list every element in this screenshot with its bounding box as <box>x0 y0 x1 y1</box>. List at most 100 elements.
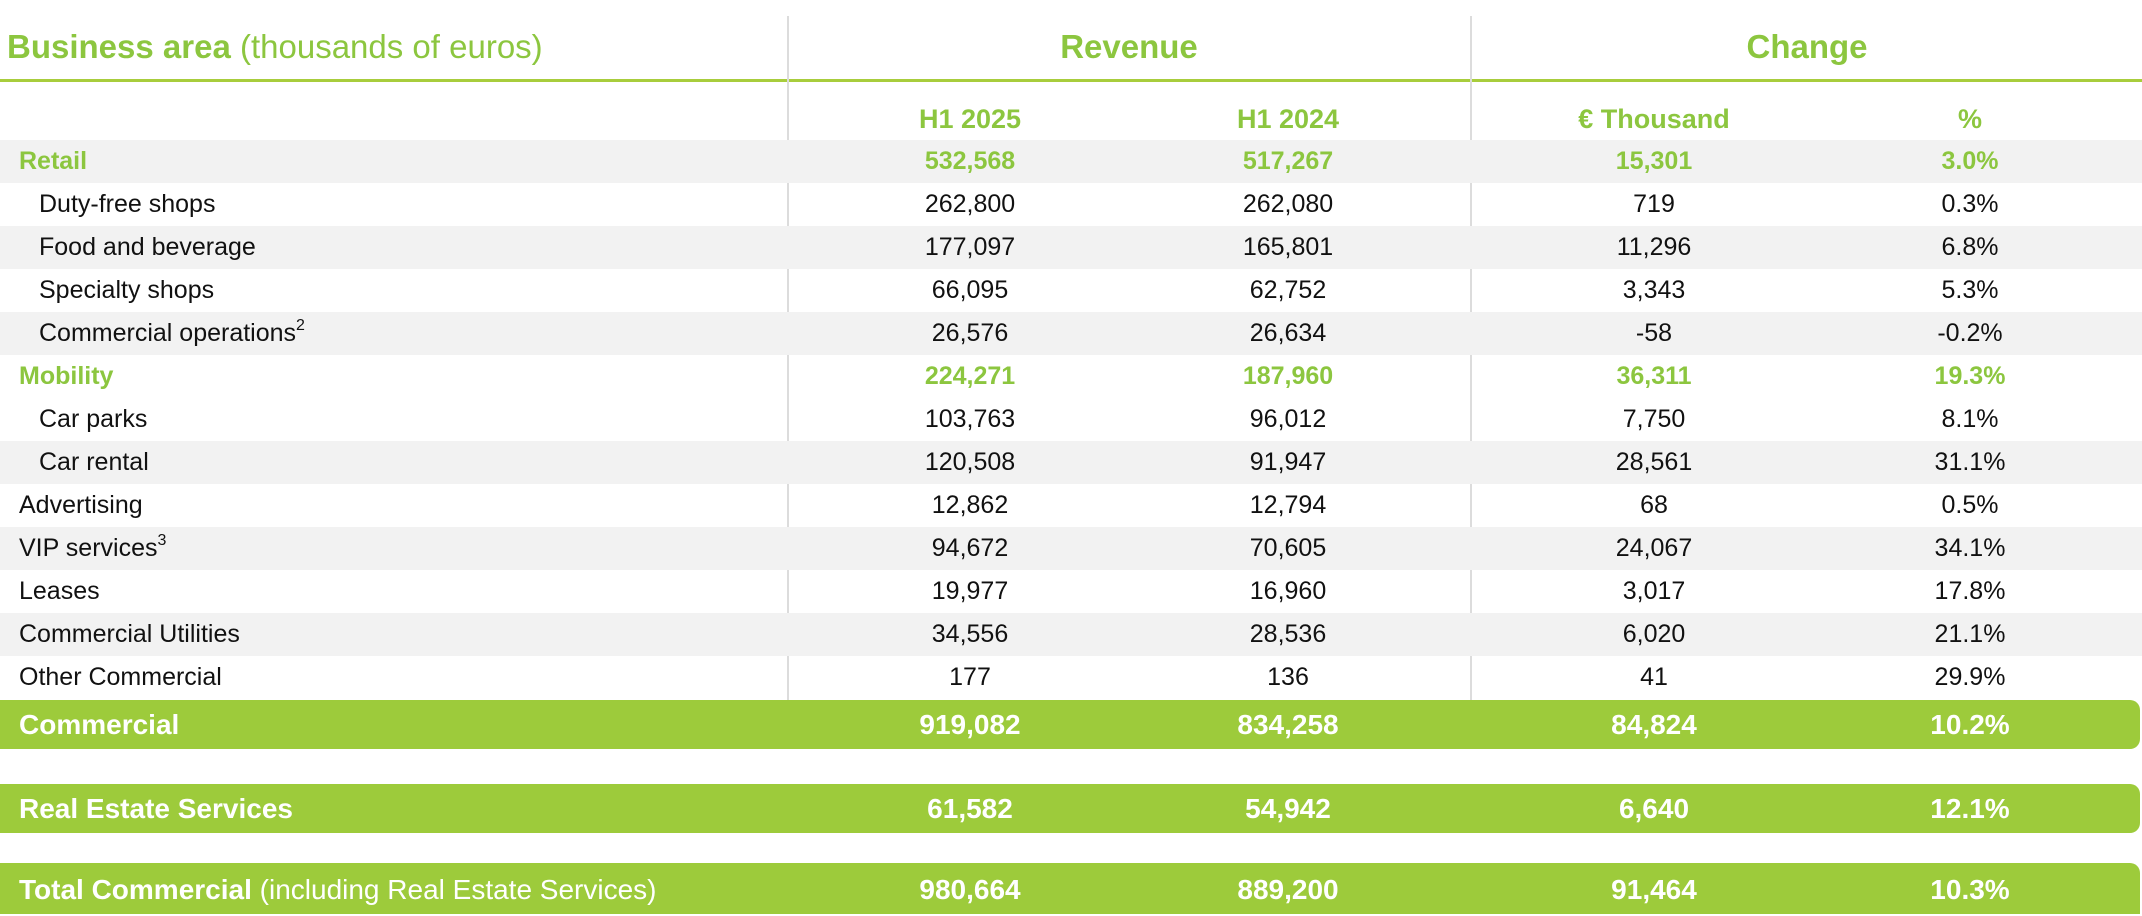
row-label: Car rental <box>39 448 149 476</box>
table-title: Business area (thousands of euros) <box>7 28 543 66</box>
total-change-pct: 12.1% <box>1930 793 2010 824</box>
table-row: Car parks 103,763 96,012 7,750 8.1% <box>0 398 2142 441</box>
table-row-mobility: Mobility 224,271 187,960 36,311 19.3% <box>0 355 2142 398</box>
cell-change-abs: 3,017 <box>1622 577 1686 605</box>
row-label: Mobility <box>19 362 114 390</box>
table-row: VIP services3 94,672 70,605 24,067 34.1% <box>0 527 2142 570</box>
cell-change-pct: 0.3% <box>1941 190 1999 218</box>
cell-h1-2024: 26,634 <box>1249 319 1327 347</box>
total-row-total-commercial: Total Commercial (including Real Estate … <box>0 863 2140 914</box>
table-row: Commercial operations2 26,576 26,634 -58… <box>0 312 2142 355</box>
total-label: Commercial <box>19 709 180 740</box>
total-row-real-estate-services: Real Estate Services 61,582 54,942 6,640… <box>0 784 2140 833</box>
cell-h1-2024: 28,536 <box>1249 620 1327 648</box>
row-label: Retail <box>19 147 88 175</box>
cell-h1-2025: 177,097 <box>924 233 1016 261</box>
table-row: Advertising 12,862 12,794 68 0.5% <box>0 484 2142 527</box>
row-label: Commercial operations2 <box>39 312 305 355</box>
cell-change-pct: 29.9% <box>1934 663 2006 691</box>
col-header-change-pct: % <box>1957 104 1982 134</box>
total-row-commercial: Commercial 919,082 834,258 84,824 10.2% <box>0 700 2140 749</box>
row-label-text: Commercial operations <box>39 319 297 347</box>
table-row: Car rental 120,508 91,947 28,561 31.1% <box>0 441 2142 484</box>
cell-change-pct: 5.3% <box>1941 276 1999 304</box>
change-group-header: Change <box>1746 28 1868 65</box>
cell-h1-2024: 16,960 <box>1249 577 1327 605</box>
total-label: Total Commercial (including Real Estate … <box>19 863 657 916</box>
row-label: Duty-free shops <box>39 190 216 218</box>
total-change-abs: 91,464 <box>1611 874 1697 905</box>
cell-h1-2025: 26,576 <box>931 319 1009 347</box>
table-row: Food and beverage 177,097 165,801 11,296… <box>0 226 2142 269</box>
cell-h1-2024: 12,794 <box>1249 491 1327 519</box>
cell-change-abs: 41 <box>1640 663 1668 691</box>
table-row: Leases 19,977 16,960 3,017 17.8% <box>0 570 2142 613</box>
row-label: VIP services3 <box>19 527 166 570</box>
cell-change-abs: -58 <box>1635 319 1673 347</box>
cell-change-abs: 719 <box>1633 190 1675 218</box>
cell-h1-2024: 70,605 <box>1249 534 1327 562</box>
cell-change-abs: 11,296 <box>1616 233 1692 261</box>
cell-change-pct: 0.5% <box>1941 491 1999 519</box>
cell-change-pct: 34.1% <box>1934 534 2006 562</box>
cell-h1-2025: 120,508 <box>924 448 1016 476</box>
table-row: Duty-free shops 262,800 262,080 719 0.3% <box>0 183 2142 226</box>
row-label: Food and beverage <box>39 233 256 261</box>
table-row-retail: Retail 532,568 517,267 15,301 3.0% <box>0 140 2142 183</box>
cell-h1-2024: 136 <box>1267 663 1309 691</box>
col-header-h1-2025: H1 2025 <box>918 104 1022 134</box>
cell-change-abs: 7,750 <box>1622 405 1686 433</box>
cell-change-pct: 3.0% <box>1941 147 1999 175</box>
cell-change-pct: 8.1% <box>1941 405 1999 433</box>
total-change-abs: 6,640 <box>1618 793 1690 824</box>
row-label: Commercial Utilities <box>19 620 240 648</box>
revenue-group-header: Revenue <box>1060 28 1198 65</box>
table-row: Specialty shops 66,095 62,752 3,343 5.3% <box>0 269 2142 312</box>
table-row: Other Commercial 177 136 41 29.9% <box>0 656 2142 699</box>
cell-h1-2025: 532,568 <box>924 147 1016 175</box>
row-label: Car parks <box>39 405 148 433</box>
cell-h1-2025: 94,672 <box>931 534 1009 562</box>
column-separator <box>1470 16 1472 702</box>
cell-h1-2025: 262,800 <box>924 190 1016 218</box>
business-area-label: Business area <box>7 28 231 65</box>
cell-h1-2025: 177 <box>949 663 991 691</box>
cell-h1-2024: 187,960 <box>1242 362 1334 390</box>
row-label: Specialty shops <box>39 276 215 304</box>
cell-change-pct: 6.8% <box>1941 233 1999 261</box>
cell-change-abs: 6,020 <box>1622 620 1686 648</box>
cell-change-pct: -0.2% <box>1937 319 2003 347</box>
total-h1-2025: 919,082 <box>919 709 1021 740</box>
column-separator <box>787 16 789 702</box>
cell-change-abs: 36,311 <box>1616 362 1692 390</box>
row-label: Advertising <box>19 491 143 519</box>
footnote-marker: 3 <box>157 531 167 549</box>
cell-h1-2024: 517,267 <box>1242 147 1334 175</box>
col-header-h1-2024: H1 2024 <box>1236 104 1340 134</box>
cell-h1-2024: 91,947 <box>1249 448 1327 476</box>
total-h1-2025: 980,664 <box>919 874 1021 905</box>
cell-h1-2024: 165,801 <box>1242 233 1334 261</box>
total-h1-2024: 54,942 <box>1245 793 1331 824</box>
cell-change-pct: 21.1% <box>1934 620 2006 648</box>
cell-h1-2025: 12,862 <box>931 491 1009 519</box>
cell-change-abs: 28,561 <box>1615 448 1693 476</box>
cell-h1-2025: 19,977 <box>931 577 1009 605</box>
cell-h1-2024: 96,012 <box>1249 405 1327 433</box>
total-h1-2024: 889,200 <box>1237 874 1339 905</box>
total-label: Real Estate Services <box>19 793 293 824</box>
total-label-text: Total Commercial <box>19 874 252 905</box>
total-change-abs: 84,824 <box>1611 709 1697 740</box>
row-label: Leases <box>19 577 100 605</box>
cell-change-abs: 68 <box>1640 491 1668 519</box>
total-label-suffix: (including Real Estate Services) <box>259 874 657 905</box>
cell-change-pct: 31.1% <box>1934 448 2006 476</box>
row-label-text: VIP services <box>19 534 158 562</box>
cell-change-abs: 3,343 <box>1622 276 1686 304</box>
cell-h1-2025: 66,095 <box>931 276 1009 304</box>
table-row: Commercial Utilities 34,556 28,536 6,020… <box>0 613 2142 656</box>
total-change-pct: 10.3% <box>1930 874 2010 905</box>
units-label: (thousands of euros) <box>239 28 543 65</box>
row-label: Other Commercial <box>19 663 222 691</box>
total-h1-2024: 834,258 <box>1237 709 1339 740</box>
